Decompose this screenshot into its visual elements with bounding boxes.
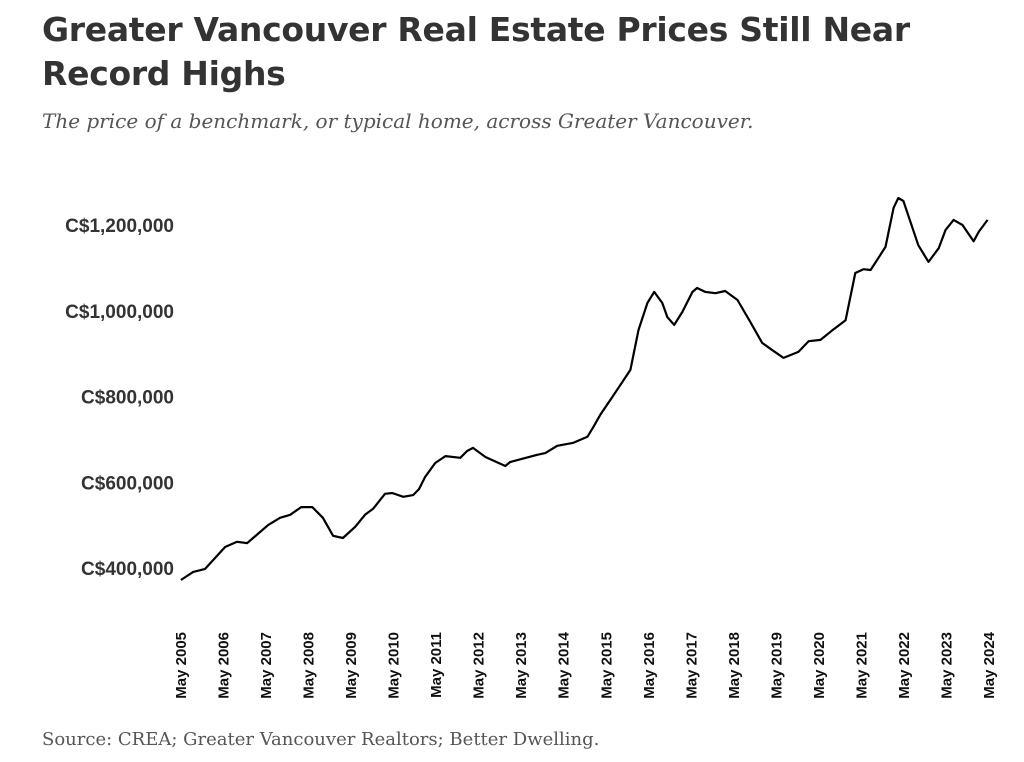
x-tick-label: May 2014 [556,631,573,698]
x-tick-label: May 2013 [513,632,530,699]
x-tick-label: May 2006 [216,632,233,699]
chart-subtitle: The price of a benchmark, or typical hom… [42,109,754,133]
x-tick-label: May 2021 [853,632,870,699]
x-tick-label: May 2024 [981,631,998,698]
x-tick-label: May 2005 [173,632,190,699]
x-tick-label: May 2015 [598,632,615,699]
chart-title: Greater Vancouver Real Estate Prices Sti… [42,10,910,93]
x-tick-label: May 2020 [811,632,828,699]
x-tick-label: May 2022 [896,632,913,699]
plot-area [180,196,989,581]
x-tick-label: May 2016 [641,632,658,699]
y-tick-label: C$600,000 [81,473,174,494]
x-tick-label: May 2011 [428,632,445,698]
x-tick-label: May 2017 [683,632,700,699]
x-tick-label: May 2023 [938,632,955,699]
y-tick-label: C$1,200,000 [65,216,174,237]
x-tick-label: May 2007 [258,632,275,699]
x-tick-label: May 2012 [471,632,488,699]
y-tick-label: C$400,000 [81,559,174,580]
x-axis: May 2005 May 2006 May 2007 May 2008 May 2009… [173,631,998,698]
series-line [180,196,989,581]
x-tick-label: May 2019 [768,632,785,699]
x-tick-label: May 2009 [343,632,360,699]
y-axis: C$400,000 C$600,000 C$800,000 C$1,000,000 C$… [65,216,174,580]
x-tick-label: May 2018 [726,632,743,699]
y-tick-label: C$800,000 [81,388,174,409]
source-note: Source: CREA; Greater Vancouver Realtors… [42,729,600,750]
x-tick-label: May 2010 [386,632,403,699]
y-tick-label: C$1,000,000 [65,302,174,323]
x-tick-label: May 2008 [301,632,318,699]
